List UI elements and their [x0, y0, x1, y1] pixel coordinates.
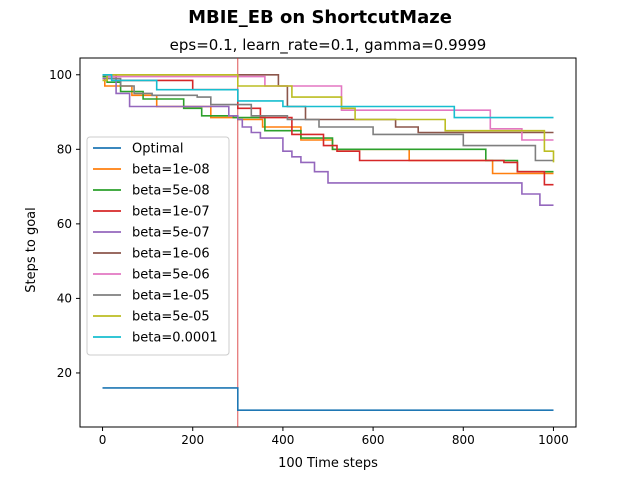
- x-tick-label: 0: [99, 433, 107, 447]
- legend-label: beta=1e-05: [132, 289, 210, 304]
- chart-suptitle: MBIE_EB on ShortcutMaze: [188, 7, 452, 28]
- legend-label: beta=1e-08: [132, 163, 210, 178]
- legend-box: [86, 136, 230, 356]
- legend-label: beta=5e-05: [132, 310, 210, 325]
- x-tick-label: 400: [271, 433, 294, 447]
- x-axis-label: 100 Time steps: [278, 456, 378, 471]
- legend-label: beta=1e-07: [132, 205, 210, 220]
- x-tick-label: 1000: [538, 433, 569, 447]
- y-tick-label: 20: [57, 366, 72, 380]
- x-tick-label: 800: [452, 433, 475, 447]
- series-line-8: [102, 74, 555, 163]
- series-line-1: [102, 77, 554, 175]
- legend-label: beta=5e-06: [132, 268, 210, 283]
- series-line-7: [102, 74, 554, 162]
- legend-label: Optimal: [132, 142, 183, 157]
- series-line-5: [102, 74, 554, 134]
- y-tick-label: 60: [57, 217, 72, 231]
- legend-label: beta=5e-08: [132, 184, 210, 199]
- series-line-0: [102, 387, 554, 411]
- chart-title: eps=0.1, learn_rate=0.1, gamma=0.9999: [170, 36, 487, 55]
- series-line-3: [102, 74, 554, 186]
- legend-label: beta=5e-07: [132, 226, 210, 241]
- legend-label: beta=0.0001: [132, 331, 218, 346]
- y-axis-label: Steps to goal: [24, 207, 39, 292]
- x-tick-label: 200: [181, 433, 204, 447]
- y-tick-label: 80: [57, 142, 72, 156]
- series-line-9: [102, 74, 554, 119]
- y-tick-label: 100: [49, 68, 72, 82]
- series-line-4: [102, 77, 554, 206]
- y-tick-label: 40: [57, 291, 72, 305]
- legend-label: beta=1e-06: [132, 247, 210, 262]
- plot-frame: [79, 57, 577, 428]
- series-line-2: [102, 75, 554, 173]
- x-tick-label: 600: [362, 433, 385, 447]
